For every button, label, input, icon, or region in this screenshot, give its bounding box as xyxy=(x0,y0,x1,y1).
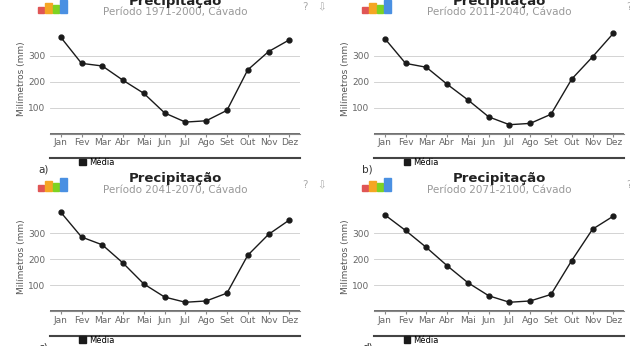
Text: a): a) xyxy=(38,164,49,174)
FancyBboxPatch shape xyxy=(377,6,383,13)
FancyBboxPatch shape xyxy=(369,3,375,13)
FancyBboxPatch shape xyxy=(369,181,375,191)
FancyBboxPatch shape xyxy=(362,185,368,191)
FancyBboxPatch shape xyxy=(53,6,59,13)
FancyBboxPatch shape xyxy=(384,178,391,191)
Text: ?: ? xyxy=(302,180,307,190)
Text: b): b) xyxy=(362,164,372,174)
Title: Precipitação: Precipitação xyxy=(129,172,222,185)
Legend: Média: Média xyxy=(79,336,115,345)
Text: ?: ? xyxy=(626,180,630,190)
FancyBboxPatch shape xyxy=(362,7,368,13)
Legend: Média: Média xyxy=(404,336,439,345)
Title: Precipitação: Precipitação xyxy=(452,172,546,185)
Y-axis label: Milímetros (mm): Milímetros (mm) xyxy=(341,219,350,294)
FancyBboxPatch shape xyxy=(53,183,59,191)
Text: Período 2071-2100, Cávado: Período 2071-2100, Cávado xyxy=(427,185,571,195)
FancyBboxPatch shape xyxy=(60,0,67,13)
Y-axis label: Milímetros (mm): Milímetros (mm) xyxy=(16,219,25,294)
FancyBboxPatch shape xyxy=(38,185,44,191)
Legend: Média: Média xyxy=(404,158,439,167)
Text: Período 1971-2000, Cávado: Período 1971-2000, Cávado xyxy=(103,7,248,17)
Y-axis label: Milímetros (mm): Milímetros (mm) xyxy=(341,42,350,116)
Text: ⇩: ⇩ xyxy=(317,180,326,190)
Text: Período 2041-2070, Cávado: Período 2041-2070, Cávado xyxy=(103,185,248,195)
FancyBboxPatch shape xyxy=(377,183,383,191)
Text: ?: ? xyxy=(302,2,307,12)
Text: d): d) xyxy=(362,342,372,346)
Y-axis label: Milímetros (mm): Milímetros (mm) xyxy=(16,42,25,116)
Title: Precipitação: Precipitação xyxy=(452,0,546,8)
FancyBboxPatch shape xyxy=(38,7,44,13)
FancyBboxPatch shape xyxy=(45,3,52,13)
FancyBboxPatch shape xyxy=(45,181,52,191)
FancyBboxPatch shape xyxy=(60,178,67,191)
Text: ⇩: ⇩ xyxy=(317,2,326,12)
Legend: Média: Média xyxy=(79,158,115,167)
FancyBboxPatch shape xyxy=(384,0,391,13)
Title: Precipitação: Precipitação xyxy=(129,0,222,8)
Text: Período 2011-2040, Cávado: Período 2011-2040, Cávado xyxy=(427,7,571,17)
Text: c): c) xyxy=(38,342,48,346)
Text: ?: ? xyxy=(626,2,630,12)
